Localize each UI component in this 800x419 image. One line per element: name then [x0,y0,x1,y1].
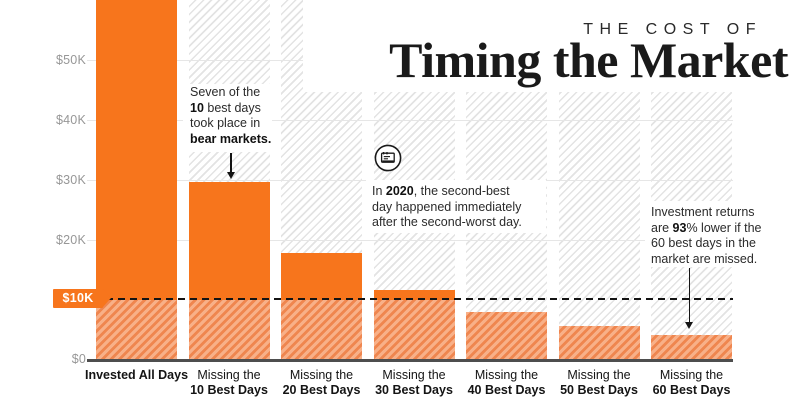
bar-hatched-segment [466,312,547,360]
bar-solid-segment [281,253,362,300]
note-bear-markets-arrow [230,153,232,173]
title-backdrop [303,0,800,92]
bar-hatched-segment [651,335,732,360]
gridline [87,119,733,121]
bar-solid-segment [373,290,455,300]
bar-hatched-segment [558,326,640,360]
bar-solid-segment [188,182,270,300]
bar-hatched-segment [373,300,455,360]
x-label-line1: Missing the [289,368,354,382]
note-bear-markets-backdrop [183,84,272,152]
x-label-line2: 40 Best Days [467,383,546,397]
bar-hatched-segment [188,300,270,360]
bar-hatched-segment [96,300,177,360]
y-axis-zero-label: $0 [71,352,86,366]
note-returns-arrow [688,268,690,322]
y-axis-label: $20K [56,233,86,247]
x-axis-category-label: Invested All Days [67,368,207,383]
note-2020-backdrop [366,180,546,233]
x-label-line1: Missing the [197,368,261,382]
10k-dashed-reference-line [94,298,733,300]
bar-solid-segment [96,0,177,300]
x-label-line1: Invested All Days [84,368,189,382]
y-axis-label: $30K [56,173,86,187]
x-axis-category-label: Missing the 40 Best Days [437,368,577,398]
y-axis-label: $50K [56,53,86,67]
x-axis-line [87,359,733,362]
x-label-line1: Missing the [382,368,446,382]
title-kicker: THE COST OF [583,21,762,38]
x-axis-category-label: Missing the 30 Best Days [344,368,484,398]
10k-badge-arrow-tip [103,289,111,307]
bar-hatched-segment [281,300,362,360]
x-axis-category-label: Missing the 50 Best Days [529,368,669,398]
note-returns: Investment returns are 93% lower if the … [651,205,762,266]
gridline [87,239,733,241]
note-2020: In 2020, the second-best day happened im… [372,184,522,229]
x-label-line2: 30 Best Days [375,383,453,397]
x-label-line2: 50 Best Days [560,383,638,397]
x-label-line2: 20 Best Days [282,383,361,397]
x-label-line1: Missing the [659,368,724,382]
x-axis-category-label: Missing the 60 Best Days [622,368,762,398]
10k-badge: $10K [53,289,103,308]
page-title: Timing the Market [389,32,788,88]
x-label-line1: Missing the [567,368,631,382]
x-label-line1: Missing the [474,368,539,382]
x-axis-category-label: Missing the 10 Best Days [159,368,299,398]
x-label-line2: 60 Best Days [652,383,731,397]
note-bear-markets: Seven of the 10 best days took place in … [190,85,272,146]
x-label-line2: 10 Best Days [190,383,268,397]
note-returns-arrowhead [685,322,693,329]
x-axis-category-label: Missing the 20 Best Days [252,368,392,398]
note-bear-markets-arrowhead [226,172,235,179]
y-axis-label: $40K [56,113,86,127]
newspaper-calendar-icon [374,144,402,172]
note-returns-backdrop [645,201,764,267]
